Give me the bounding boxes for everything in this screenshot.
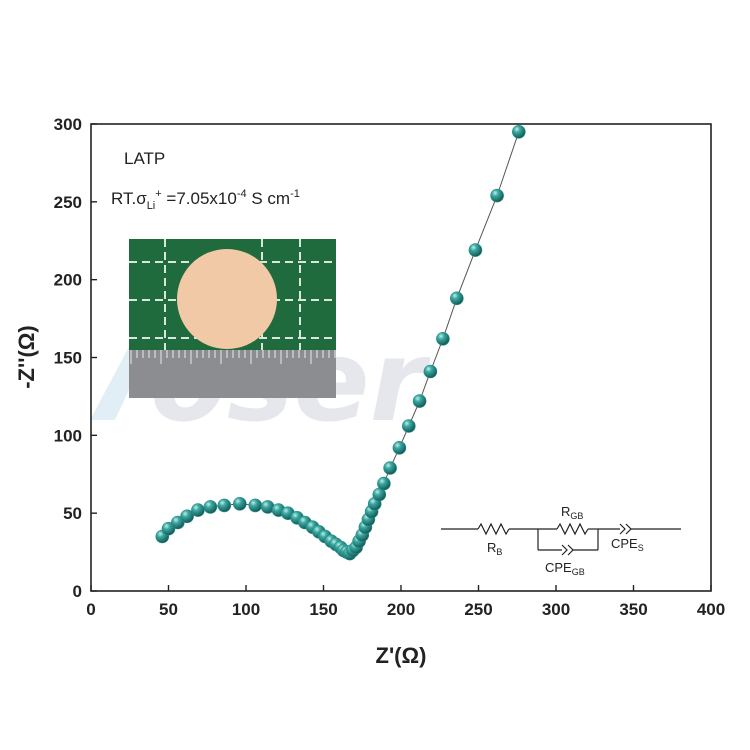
data-point [449, 291, 464, 306]
sample-photo [129, 239, 336, 398]
data-point [436, 331, 450, 346]
x-tick-label: 50 [159, 600, 178, 619]
x-axis-title: Z'(Ω) [376, 643, 427, 668]
y-tick-label: 150 [54, 349, 82, 368]
x-tick-label: 0 [86, 600, 95, 619]
x-tick-label: 350 [619, 600, 647, 619]
data-point [392, 440, 407, 455]
ruler-ticks [130, 350, 336, 364]
y-axis: 0 50 100 150 200 250 300 [54, 115, 97, 601]
x-tick-label: 200 [387, 600, 415, 619]
rgb-resistor-icon [556, 522, 589, 536]
cpes-element-icon [619, 523, 626, 535]
data-point [511, 125, 526, 139]
x-tick-label: 250 [464, 600, 492, 619]
data-point [180, 509, 194, 524]
cpes-label: CPES [611, 536, 644, 553]
lATP-pellet [177, 249, 277, 349]
y-tick-label: 250 [54, 193, 82, 212]
sample-label: LATP [124, 149, 165, 168]
y-tick-label: 300 [54, 115, 82, 134]
data-point [383, 461, 397, 475]
rb-resistor-icon [477, 522, 510, 536]
x-tick-label: 400 [697, 600, 725, 619]
data-point [423, 364, 438, 379]
data-point [401, 419, 416, 433]
data-point [203, 500, 218, 514]
data-point [412, 394, 427, 408]
data-point [233, 496, 247, 511]
x-tick-label: 300 [542, 600, 570, 619]
data-point [377, 476, 391, 491]
y-tick-label: 50 [63, 504, 82, 523]
data-points [155, 125, 526, 561]
y-tick-label: 100 [54, 426, 82, 445]
rb-label: RB [487, 540, 502, 557]
x-tick-label: 100 [232, 600, 260, 619]
conductivity-label: RT.σLi+ =7.05x10-4 S cm-1 [111, 188, 300, 212]
x-tick-label: 150 [309, 600, 337, 619]
equivalent-circuit-diagram [441, 522, 681, 556]
cpegb-element-icon [561, 544, 568, 556]
y-tick-label: 200 [54, 271, 82, 290]
data-point [490, 188, 504, 203]
y-axis-title: -Z''(Ω) [14, 325, 39, 389]
data-point [248, 498, 263, 513]
x-axis: 0 50 100 150 200 250 300 350 400 [86, 585, 725, 619]
data-point [468, 243, 483, 257]
cpegb-label: CPEGB [545, 560, 585, 577]
data-point [191, 503, 205, 517]
y-tick-label: 0 [73, 582, 82, 601]
data-point [217, 498, 232, 513]
rgb-label: RGB [561, 504, 583, 521]
